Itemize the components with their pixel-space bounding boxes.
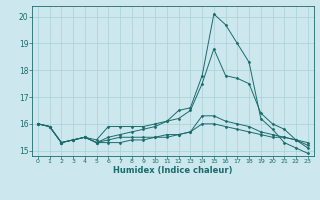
X-axis label: Humidex (Indice chaleur): Humidex (Indice chaleur) <box>113 166 233 175</box>
